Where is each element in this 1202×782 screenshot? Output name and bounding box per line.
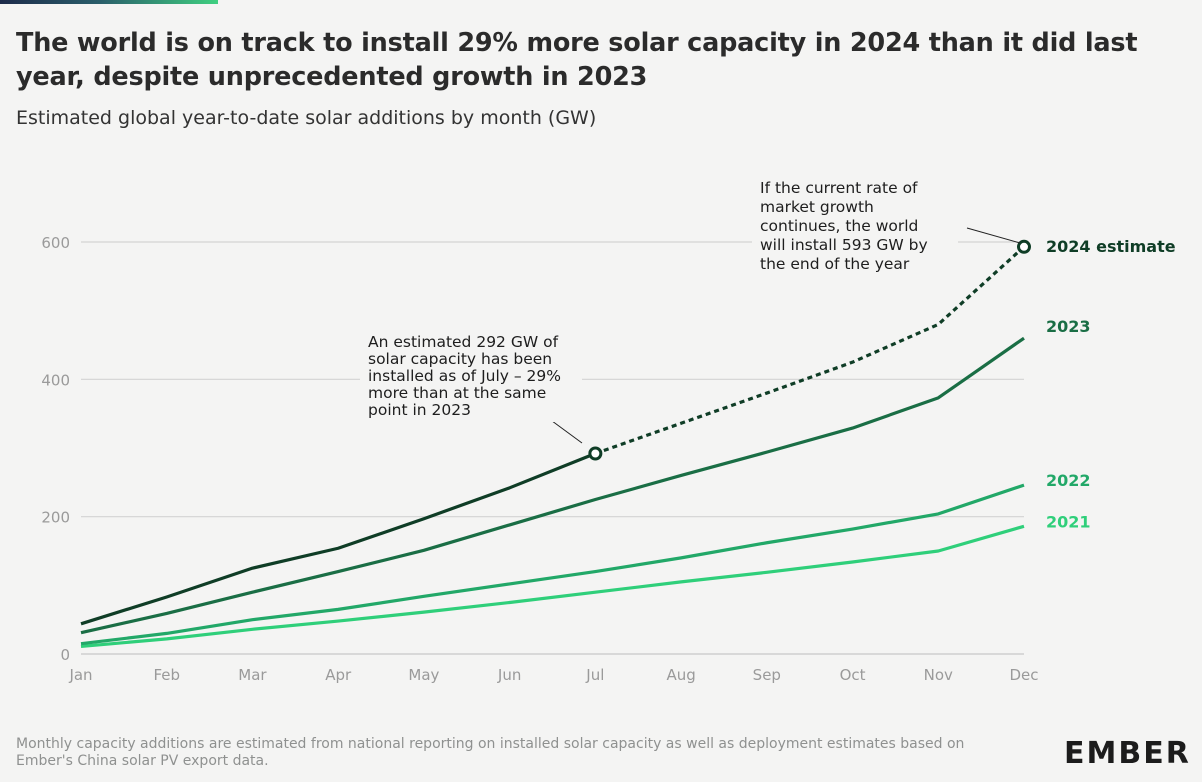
x-tick-label: Jul (585, 666, 604, 684)
annotation-bg-jul (360, 331, 582, 422)
series-label-2023: 2023 (1046, 317, 1091, 336)
annotation-jul-line: point in 2023 (368, 401, 471, 419)
x-tick-label: May (408, 666, 439, 684)
annotation-jul-line: more than at the same (368, 384, 546, 402)
y-tick-label: 600 (41, 234, 70, 252)
x-tick-label: Nov (924, 666, 953, 684)
annotation-dec-line: the end of the year (760, 255, 910, 273)
annotation-jul-line: solar capacity has been (368, 350, 552, 368)
x-tick-label: Aug (666, 666, 695, 684)
annotation-dec-line: continues, the world (760, 217, 918, 235)
top-accent-bar (0, 0, 218, 4)
annotation-jul-line: installed as of July – 29% (368, 367, 561, 385)
annotation-dec-line: market growth (760, 198, 874, 216)
annotation-leader-jul (547, 417, 583, 444)
x-tick-label: Jun (497, 666, 521, 684)
x-tick-label: Feb (153, 666, 180, 684)
series-label-2022: 2022 (1046, 471, 1091, 490)
x-tick-label: Oct (840, 666, 866, 684)
ember-logo: EMBER (1064, 736, 1191, 771)
annotation-dec-line: will install 593 GW by (760, 236, 928, 254)
series-line-2023 (80, 336, 1025, 635)
y-tick-label: 200 (41, 509, 70, 527)
annotation-leader-dec (966, 227, 1021, 244)
marker-2024-Jul (588, 446, 603, 461)
x-tick-label: Dec (1009, 666, 1038, 684)
x-tick-label: Apr (325, 666, 352, 684)
x-tick-label: Mar (238, 666, 267, 684)
marker-2024-Dec (1017, 239, 1031, 254)
chart-title: The world is on track to install 29% mor… (16, 28, 1138, 92)
series-line-2024-actual (80, 452, 596, 626)
x-tick-label: Jan (68, 666, 92, 684)
series-label-2021: 2021 (1046, 512, 1091, 531)
series-line-2021 (80, 524, 1025, 649)
footnote: Monthly capacity additions are estimated… (16, 736, 965, 769)
y-tick-label: 0 (60, 646, 70, 664)
annotation-jul-line: An estimated 292 GW of (368, 333, 559, 351)
series-line-2024-estimate (594, 245, 1026, 456)
x-tick-label: Sep (753, 666, 781, 684)
series-line-2022 (80, 483, 1025, 646)
chart-subtitle: Estimated global year-to-date solar addi… (16, 107, 597, 129)
annotation-bg-dec (752, 177, 958, 278)
y-tick-label: 400 (41, 371, 70, 389)
annotation-dec-line: If the current rate of (760, 179, 918, 197)
series-label-2024: 2024 estimate (1046, 237, 1176, 256)
